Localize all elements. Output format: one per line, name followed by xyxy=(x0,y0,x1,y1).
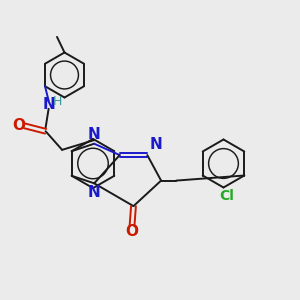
Text: N: N xyxy=(88,185,100,200)
Text: O: O xyxy=(125,224,139,239)
Text: O: O xyxy=(13,118,26,133)
Text: Cl: Cl xyxy=(219,189,234,203)
Text: N: N xyxy=(88,127,100,142)
Text: N: N xyxy=(150,137,162,152)
Text: N: N xyxy=(42,97,55,112)
Text: H: H xyxy=(53,95,62,108)
